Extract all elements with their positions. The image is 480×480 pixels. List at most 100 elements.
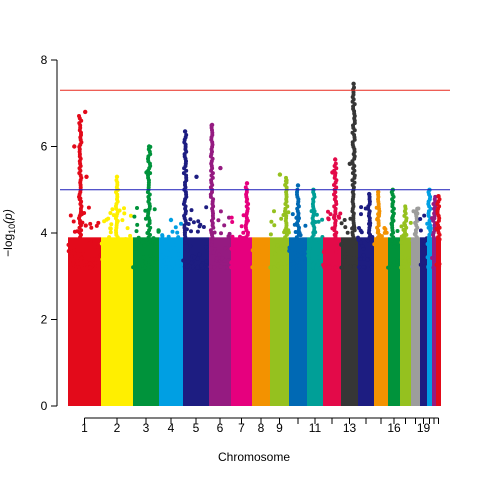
snp-point	[75, 261, 80, 266]
snp-point	[121, 263, 126, 268]
snp-point	[196, 219, 201, 224]
snp-point	[435, 252, 440, 257]
chromosome-11-dense-points	[307, 237, 323, 406]
x-tick-label: 16	[387, 421, 401, 435]
snp-point	[395, 259, 400, 264]
snp-point	[168, 247, 173, 252]
snp-point	[143, 265, 148, 270]
chromosome-5-points	[181, 129, 210, 406]
snp-point	[291, 265, 296, 270]
snp-point	[122, 250, 127, 255]
snp-point	[316, 261, 321, 266]
snp-point	[124, 254, 129, 259]
snp-point	[175, 261, 180, 266]
snp-point	[378, 262, 383, 267]
top-snp-point	[295, 183, 301, 188]
snp-point	[132, 265, 137, 270]
top-snp-point	[168, 217, 174, 223]
snp-point	[204, 245, 209, 250]
x-tick-label: 6	[217, 421, 224, 435]
x-tick-label: 19	[417, 421, 431, 435]
snp-point	[191, 220, 196, 225]
snp-point	[204, 205, 209, 210]
snp-point	[79, 263, 84, 268]
snp-point	[161, 265, 165, 270]
snp-point	[323, 256, 328, 261]
snp-point	[218, 209, 223, 214]
snp-point	[365, 238, 370, 243]
snp-point	[141, 255, 146, 260]
snp-point	[149, 261, 154, 266]
snp-point	[226, 234, 231, 239]
snp-point	[238, 263, 243, 268]
snp-point	[114, 178, 119, 183]
snp-point	[408, 220, 413, 225]
snp-point	[188, 243, 193, 248]
snp-point	[333, 265, 338, 270]
snp-point	[195, 256, 200, 261]
snp-point	[185, 264, 190, 269]
snp-point	[275, 264, 280, 269]
snp-point	[286, 210, 291, 215]
snp-point	[74, 264, 79, 269]
snp-point	[128, 233, 133, 238]
snp-point	[400, 255, 405, 260]
snp-point	[135, 265, 140, 270]
chromosome-9-dense-points	[270, 237, 289, 406]
snp-point	[261, 240, 266, 245]
chromosome-14-dense-points	[358, 237, 374, 406]
x-tick-label: 13	[343, 421, 357, 435]
snp-point	[276, 258, 281, 263]
snp-point	[351, 261, 356, 266]
snp-point	[382, 253, 387, 258]
snp-point	[174, 256, 179, 261]
snp-point	[326, 209, 330, 214]
snp-point	[348, 216, 353, 221]
snp-point	[222, 223, 227, 228]
snp-point	[86, 205, 91, 210]
top-snp-point	[72, 144, 77, 149]
snp-point	[314, 212, 319, 217]
snp-point	[121, 243, 126, 248]
snp-point	[68, 213, 73, 218]
snp-point	[220, 256, 225, 261]
snp-point	[415, 206, 420, 211]
snp-point	[106, 216, 111, 221]
snp-point	[319, 255, 324, 260]
snp-point	[66, 242, 71, 247]
snp-point	[145, 241, 150, 246]
snp-point	[273, 251, 278, 256]
snp-point	[223, 246, 228, 251]
y-tick-label: 6	[41, 140, 48, 154]
snp-point	[174, 246, 179, 251]
snp-point	[198, 222, 203, 227]
top-snp-point	[78, 196, 83, 201]
snp-point	[334, 250, 339, 254]
snp-point	[165, 247, 170, 252]
snp-point	[297, 263, 302, 268]
snp-point	[308, 259, 313, 264]
snp-point	[306, 249, 311, 254]
snp-point	[136, 235, 141, 240]
snp-point	[272, 223, 277, 228]
snp-point	[410, 238, 415, 243]
snp-point	[88, 265, 92, 270]
snp-point	[142, 243, 147, 248]
snp-point	[402, 258, 407, 263]
top-snp-point	[351, 81, 356, 87]
x-tick-label: 4	[168, 421, 175, 435]
snp-point	[279, 216, 284, 221]
snp-point	[351, 253, 356, 258]
snp-point	[359, 205, 364, 210]
snp-point	[89, 225, 94, 230]
top-snp-point	[436, 194, 441, 199]
snp-point	[265, 254, 270, 259]
snp-point	[376, 265, 381, 270]
snp-point	[218, 264, 223, 269]
x-axis: 1 2 3 4 5 6 7 8 9 11 13 16 19	[81, 417, 439, 435]
snp-point	[436, 258, 441, 263]
snp-point	[421, 260, 426, 265]
snp-point	[418, 228, 423, 233]
y-tick-label: 8	[41, 53, 48, 67]
